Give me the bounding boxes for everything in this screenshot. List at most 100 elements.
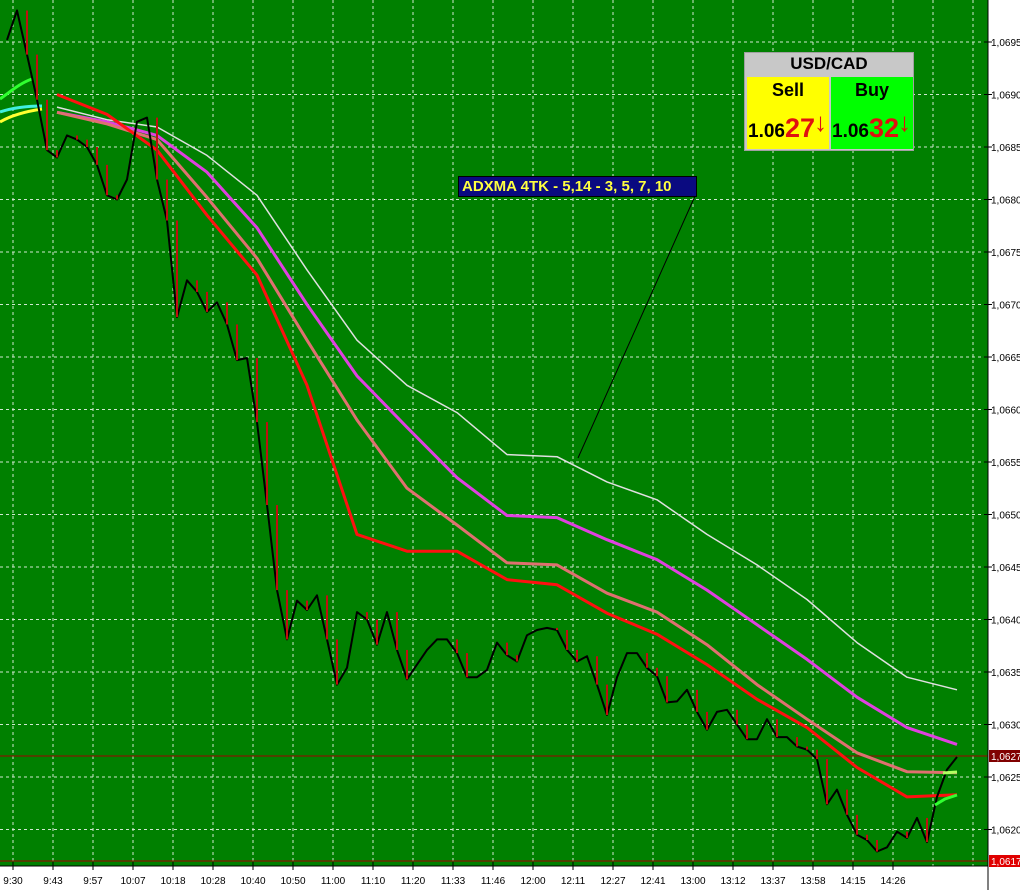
y-axis: 1,0695 1,0690 1,0685 1,0680 1,0675 1,0670 1,06… — [984, 38, 1020, 837]
x-tick-label: 10:07 — [120, 876, 145, 887]
down-tick — [466, 653, 468, 678]
y-tick-label: 1,0640 — [991, 616, 1020, 627]
down-tick — [816, 749, 818, 760]
marker-lines — [0, 755, 988, 862]
down-tick — [236, 324, 238, 361]
buy-price-prefix: 1.06 — [832, 121, 869, 142]
y-tick-label: 1,0660 — [991, 406, 1020, 417]
x-tick-label: 13:58 — [800, 876, 825, 887]
down-tick — [306, 600, 308, 611]
down-tick — [596, 656, 598, 685]
x-tick-label: 11:00 — [321, 876, 346, 887]
x-tick-label: 10:50 — [280, 876, 305, 887]
y-tick-label: 1,0695 — [991, 38, 1020, 49]
ma-line — [56, 110, 958, 775]
down-tick — [56, 150, 58, 158]
sell-label: Sell — [771, 80, 805, 100]
down-tick — [196, 280, 198, 292]
down-arrow-icon: ↓ — [898, 107, 911, 137]
down-tick — [376, 619, 378, 645]
down-tick — [576, 649, 578, 662]
down-tick — [326, 595, 328, 640]
down-tick — [166, 179, 168, 221]
y-tick-label: 1,0655 — [991, 458, 1020, 469]
down-tick — [876, 840, 878, 852]
x-tick-label: 11:46 — [481, 876, 506, 887]
down-tick — [366, 612, 368, 620]
y-axis-area — [988, 0, 1020, 890]
moving-averages — [56, 93, 958, 799]
annotation-pointer — [577, 195, 696, 459]
down-tick — [96, 147, 98, 165]
down-tick — [866, 834, 868, 840]
x-tick-label: 9:57 — [83, 876, 103, 887]
down-tick — [666, 676, 668, 703]
down-tick — [506, 642, 508, 656]
down-tick — [256, 358, 258, 423]
ma-tail-green — [934, 793, 958, 807]
y-tick-label: 1,0625 — [991, 773, 1020, 784]
down-tick — [76, 135, 78, 140]
down-tick — [796, 737, 798, 747]
x-tick-label: 12:27 — [600, 876, 625, 887]
down-tick — [696, 689, 698, 712]
buy-button[interactable]: Buy 1.0632 ↓ — [831, 77, 913, 149]
buy-price: 1.0632 — [832, 113, 899, 144]
down-tick — [226, 302, 228, 325]
sell-price-pips: 27 — [784, 113, 816, 143]
down-tick — [646, 653, 648, 668]
x-tick-label: 14:26 — [880, 876, 905, 887]
down-tick — [846, 789, 848, 815]
y-tick-label: 1,0635 — [991, 668, 1020, 679]
down-tick — [746, 724, 748, 740]
y-tick-label: 1,0665 — [991, 353, 1020, 364]
ma-lead-green — [0, 77, 33, 101]
x-tick-label: 12:11 — [561, 876, 586, 887]
sell-price: 1.0627 — [748, 113, 815, 144]
down-tick — [556, 627, 558, 630]
x-tick-label: 13:00 — [680, 876, 705, 887]
price-marker-box — [989, 855, 1020, 867]
price-marker-label: 1,0627 — [991, 752, 1020, 763]
y-tick-label: 1,0645 — [991, 563, 1020, 574]
x-tick-label: 13:37 — [760, 876, 785, 887]
x-tick-label: 11:10 — [361, 876, 386, 887]
down-tick — [736, 709, 738, 725]
sell-price-prefix: 1.06 — [748, 121, 785, 142]
down-tick — [206, 291, 208, 312]
y-tick-label: 1,0685 — [991, 143, 1020, 154]
down-tick — [86, 139, 88, 147]
down-tick — [776, 719, 778, 738]
down-tick — [106, 164, 108, 196]
price-marker-label: 1,0617 — [991, 857, 1020, 868]
down-tick — [706, 711, 708, 730]
down-tick — [606, 684, 608, 716]
y-tick-label: 1,0650 — [991, 511, 1020, 522]
symbol-title: USD/CAD — [790, 54, 868, 73]
x-tick-label: 12:00 — [520, 876, 545, 887]
x-tick-label: 12:41 — [640, 876, 665, 887]
x-tick-label: 10:28 — [200, 876, 225, 887]
x-tick-label: 10:40 — [240, 876, 265, 887]
x-tick-label: 9:43 — [43, 876, 63, 887]
down-tick — [456, 639, 458, 654]
down-tick — [906, 831, 908, 838]
y-tick-label: 1,0675 — [991, 248, 1020, 259]
down-tick — [926, 817, 928, 843]
y-tick-label: 1,0630 — [991, 721, 1020, 732]
down-tick — [276, 505, 278, 591]
down-tick — [176, 220, 178, 318]
sell-button[interactable]: Sell 1.0627 ↓ — [747, 77, 829, 149]
ma-line — [56, 106, 958, 691]
down-tick — [286, 590, 288, 640]
ma-tail-segments — [934, 770, 958, 807]
price-marker-box — [989, 750, 1020, 762]
price-markers: 1,0627 1,0617 — [989, 750, 1020, 868]
down-tick — [856, 814, 858, 835]
down-arrow-icon: ↓ — [814, 107, 827, 137]
down-tick — [516, 655, 518, 662]
x-tick-label: 9:30 — [3, 876, 23, 887]
buy-label: Buy — [854, 80, 889, 100]
down-tick — [116, 195, 118, 200]
ma-tail-lime — [942, 770, 958, 775]
